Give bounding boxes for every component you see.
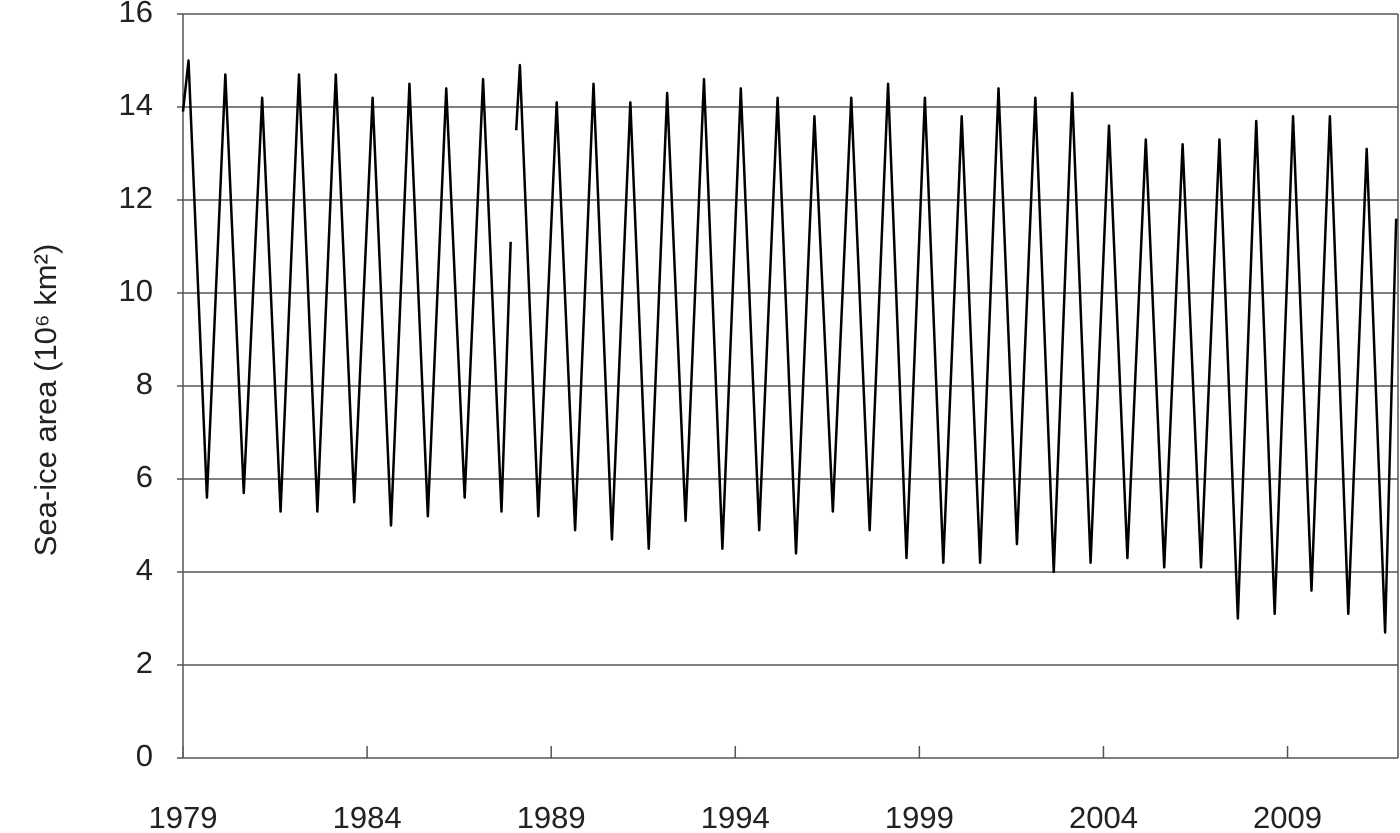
y-tick-label: 12 [119, 180, 153, 215]
y-tick-label: 8 [136, 366, 153, 401]
x-tick-label: 1999 [885, 800, 954, 833]
y-tick-label: 10 [119, 273, 153, 308]
y-tick-label: 16 [119, 0, 153, 29]
x-tick-label: 1984 [333, 800, 402, 833]
y-tick-label: 6 [136, 459, 153, 494]
y-tick-label: 14 [119, 87, 153, 122]
x-tick-label: 1989 [517, 800, 586, 833]
y-axis-label: Sea-ice area (10⁶ km²) [28, 244, 63, 557]
data-line [181, 59, 1398, 634]
y-tick-label: 2 [136, 645, 153, 680]
x-tick-label: 1979 [149, 800, 218, 833]
y-tick-label: 4 [136, 552, 153, 587]
x-tick-label: 1994 [701, 800, 770, 833]
x-tick-label: 2009 [1253, 800, 1322, 833]
y-tick-label: 0 [136, 738, 153, 773]
x-tick-label: 2004 [1069, 800, 1138, 833]
